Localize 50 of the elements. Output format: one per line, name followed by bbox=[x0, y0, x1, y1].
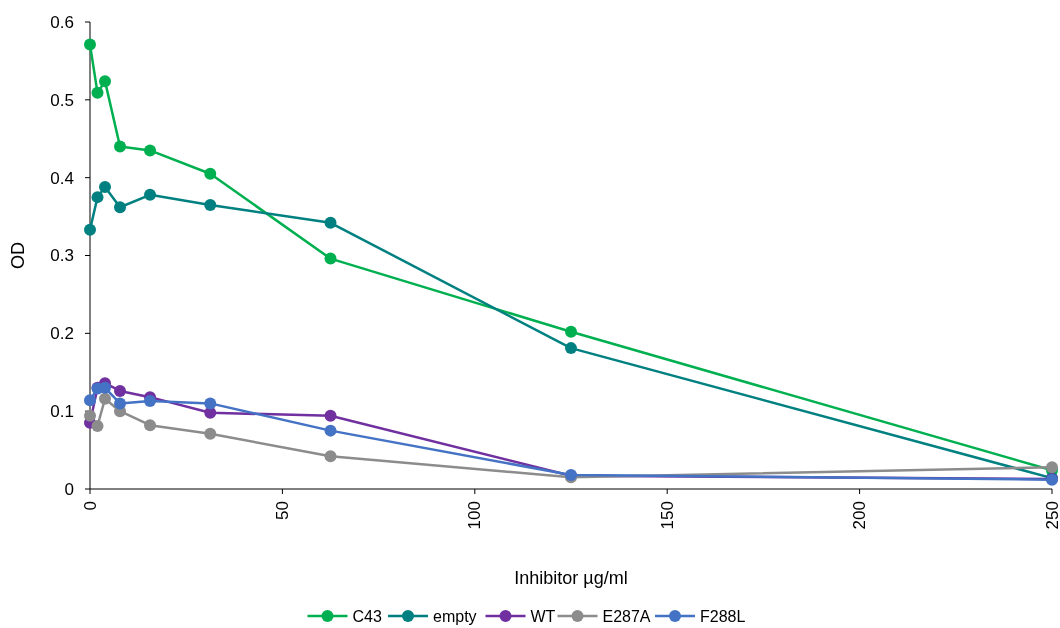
point bbox=[84, 409, 96, 422]
point bbox=[204, 397, 217, 410]
point bbox=[84, 38, 96, 51]
x-axis-title: Inhibitor µg/ml bbox=[514, 568, 628, 588]
x-tick-label: 250 bbox=[1042, 501, 1060, 530]
point bbox=[114, 384, 127, 397]
point bbox=[114, 140, 127, 153]
point bbox=[91, 419, 104, 432]
point bbox=[84, 223, 96, 236]
point bbox=[99, 392, 112, 405]
point bbox=[99, 75, 112, 88]
point bbox=[144, 419, 157, 432]
point bbox=[324, 424, 337, 437]
x-tick-label: 200 bbox=[850, 501, 870, 530]
point bbox=[565, 342, 577, 355]
point bbox=[144, 188, 157, 201]
point bbox=[324, 216, 337, 229]
y-tick-label: 0.3 bbox=[50, 246, 74, 266]
point bbox=[144, 395, 157, 408]
x-tick-label: 50 bbox=[272, 501, 292, 520]
legend-label: F288L bbox=[700, 607, 746, 625]
point bbox=[324, 252, 337, 265]
point bbox=[204, 198, 217, 211]
legend-label: E287A bbox=[602, 607, 651, 625]
legend-label: empty bbox=[433, 607, 477, 625]
point bbox=[91, 86, 104, 99]
y-tick-label: 0.2 bbox=[50, 324, 74, 344]
point bbox=[144, 144, 157, 157]
legend-label: C43 bbox=[352, 607, 382, 625]
point bbox=[204, 167, 217, 180]
x-tick-label: 100 bbox=[465, 501, 485, 530]
legend-label: WT bbox=[530, 607, 556, 625]
point bbox=[204, 427, 217, 440]
y-tick-label: 0.1 bbox=[50, 402, 74, 422]
y-tick-label: 0.6 bbox=[50, 12, 74, 32]
x-tick-label: 0 bbox=[80, 501, 100, 511]
point bbox=[99, 181, 112, 194]
point bbox=[114, 397, 127, 410]
point bbox=[324, 409, 337, 422]
y-tick-label: 0 bbox=[64, 479, 74, 499]
x-tick-label: 150 bbox=[657, 501, 677, 530]
y-tick-label: 0.4 bbox=[50, 168, 74, 188]
point bbox=[99, 381, 112, 394]
point bbox=[324, 450, 337, 463]
point bbox=[114, 201, 127, 214]
point bbox=[84, 394, 96, 407]
y-tick-label: 0.5 bbox=[50, 90, 74, 110]
point bbox=[91, 191, 104, 204]
y-axis-title: OD bbox=[8, 242, 28, 269]
point bbox=[565, 325, 577, 338]
